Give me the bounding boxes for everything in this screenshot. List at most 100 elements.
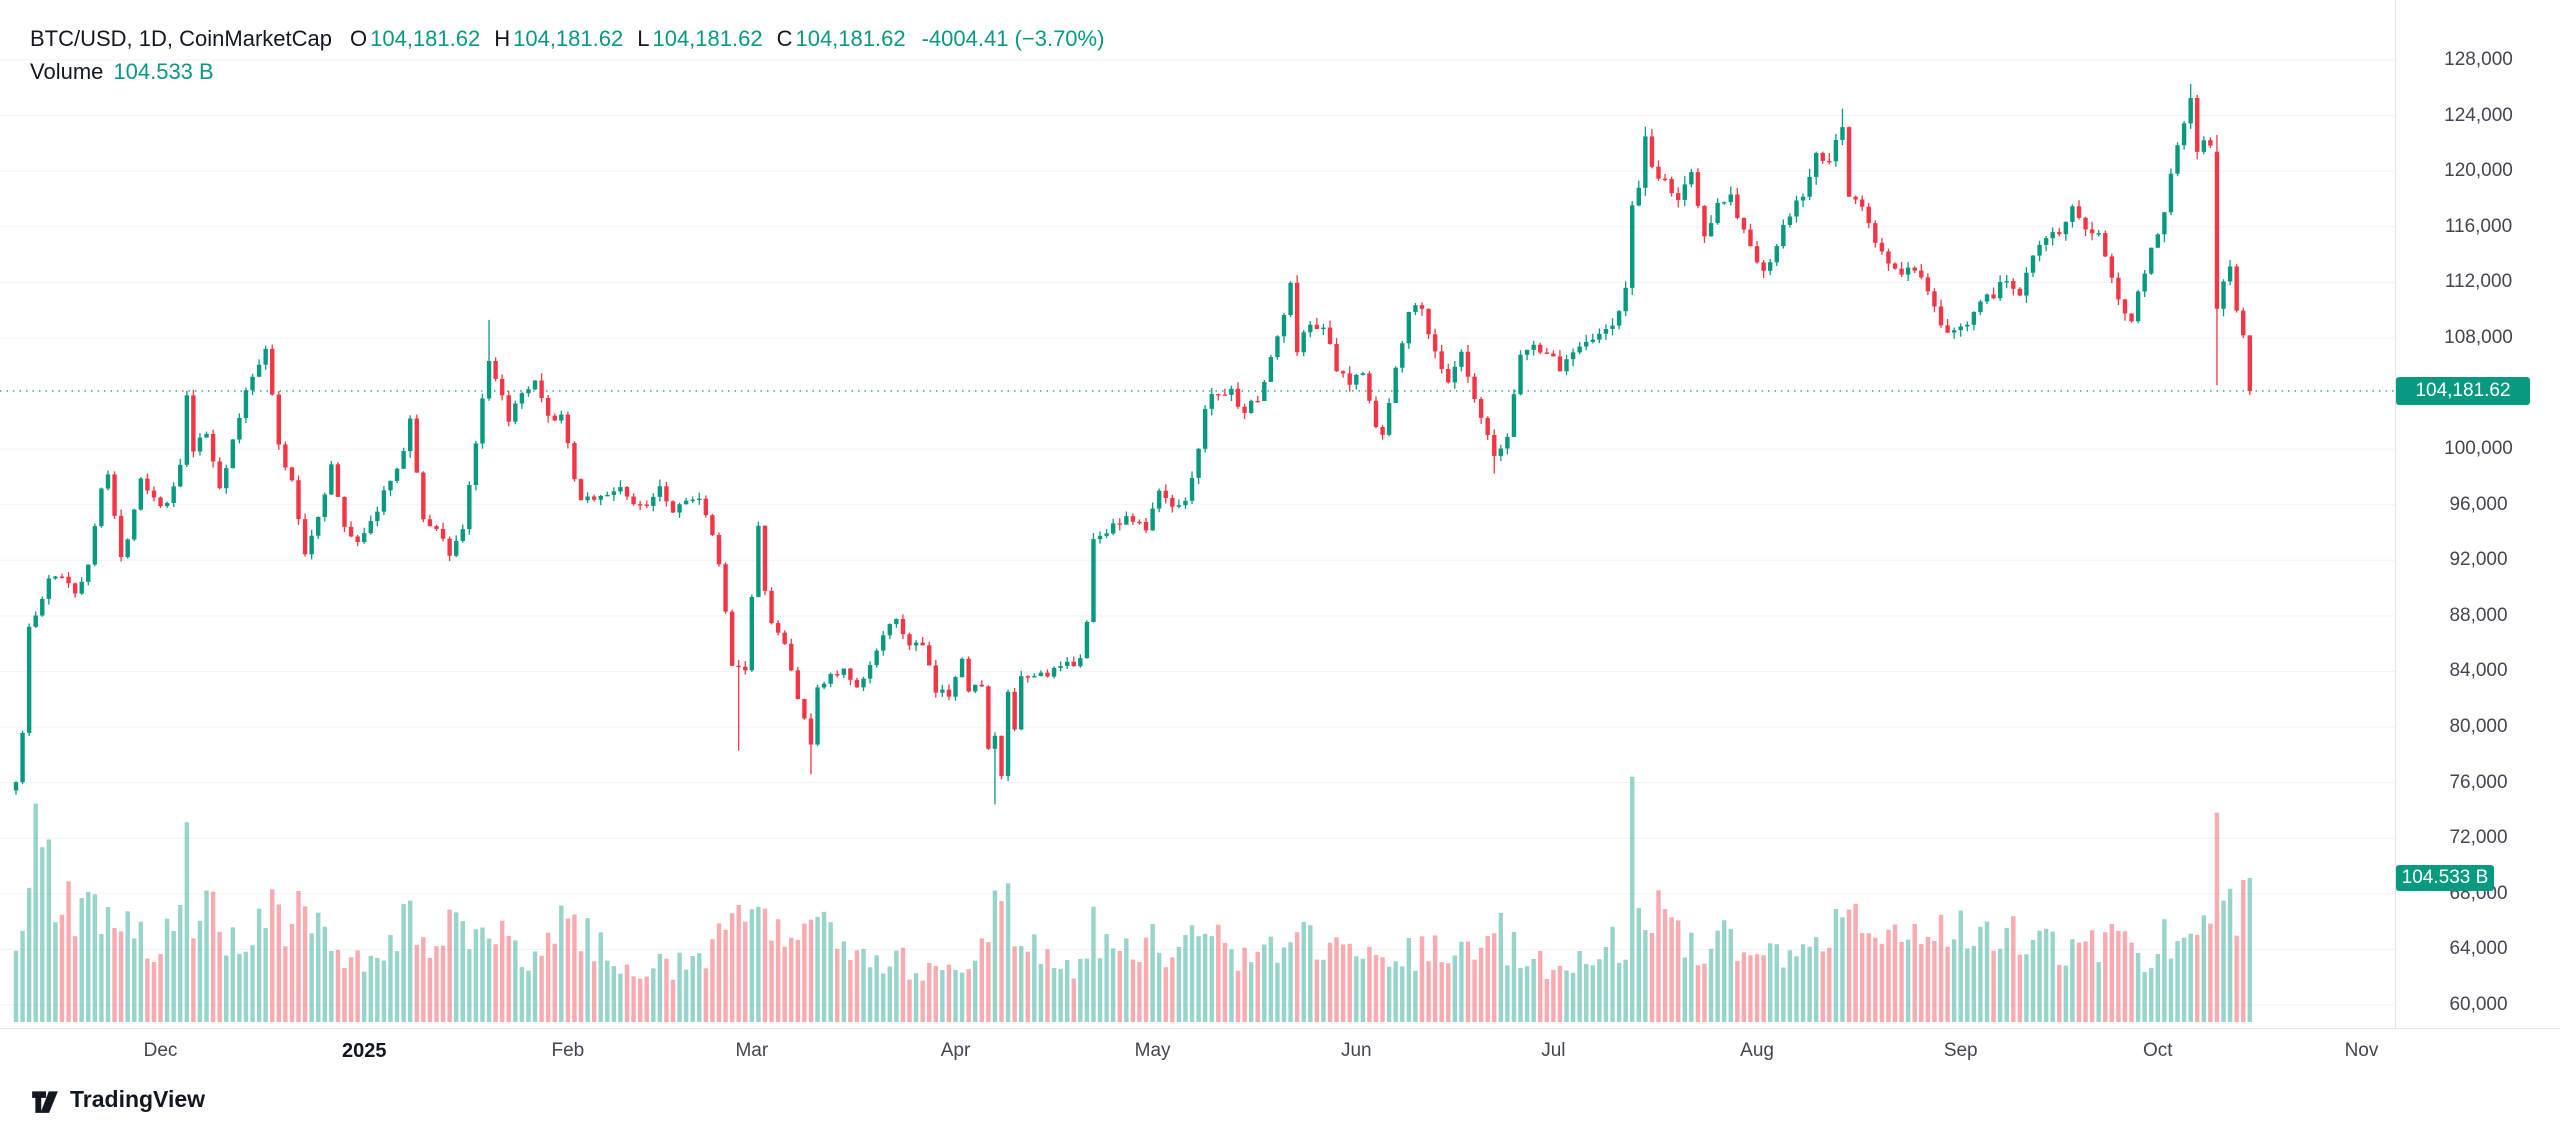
candle-body <box>164 502 170 507</box>
price-tick-label: 128,000 <box>2444 49 2513 70</box>
volume-bar <box>1485 935 1490 1022</box>
candle-body <box>2168 173 2174 213</box>
volume-bar <box>979 938 984 1022</box>
tradingview-logo[interactable]: TradingView <box>30 1086 205 1113</box>
candle-body <box>1866 206 1871 224</box>
candle-body <box>1242 406 1247 413</box>
candle-body <box>2037 244 2042 256</box>
volume-bar <box>513 940 518 1022</box>
candle-body <box>1117 523 1122 525</box>
candle-body <box>92 526 98 565</box>
ohlc-low: L 104,181.62 <box>637 26 763 51</box>
volume-bar <box>854 950 860 1022</box>
candle-body <box>953 677 958 697</box>
candle-body <box>802 699 807 719</box>
volume-bar <box>2070 939 2075 1022</box>
candle-body <box>368 521 373 534</box>
candle-body <box>302 519 308 555</box>
candle-body <box>1288 282 1293 316</box>
candle-body <box>2129 313 2134 322</box>
candle-body <box>151 490 157 498</box>
candle-body <box>493 361 498 379</box>
volume-bar <box>1531 959 1536 1022</box>
candle-body <box>1728 194 1733 203</box>
volume-bar <box>545 932 551 1022</box>
volume-bar <box>105 906 111 1022</box>
candle-body <box>250 376 255 391</box>
candle-body <box>72 583 78 594</box>
candle-body <box>973 684 978 692</box>
candle-body <box>1222 394 1228 396</box>
volume-bar <box>2168 958 2174 1022</box>
volume-bar <box>1912 924 1917 1022</box>
candle-body <box>986 686 991 749</box>
tradingview-wordmark: TradingView <box>70 1086 206 1112</box>
candle-body <box>1623 287 1628 312</box>
candle-body <box>1557 356 1563 372</box>
candle-body <box>1248 400 1254 413</box>
volume-bar <box>289 923 295 1022</box>
candle-body <box>775 623 781 633</box>
candle-body <box>539 380 544 398</box>
volume-bar <box>1380 957 1385 1022</box>
symbol-title[interactable]: BTC/USD, 1D, CoinMarketCap <box>30 26 332 51</box>
candle-body <box>2116 277 2121 300</box>
volume-bar <box>53 922 58 1022</box>
candle-body <box>519 393 525 404</box>
volume-bar <box>46 839 52 1022</box>
candle-body <box>913 642 919 646</box>
candle-body <box>1183 500 1188 506</box>
volume-bar <box>1991 950 1996 1022</box>
volume-bar <box>1189 925 1195 1022</box>
volume-bar <box>1373 954 1379 1022</box>
candle-body <box>401 451 406 469</box>
volume-bar <box>1748 955 1753 1022</box>
volume-bar <box>1564 970 1569 1022</box>
volume-bar <box>605 960 610 1022</box>
candle-body <box>191 395 196 452</box>
volume-bar <box>309 933 314 1022</box>
candle-body <box>2004 281 2009 283</box>
volume-bar <box>1505 965 1510 1022</box>
time-tick-label-aug: Aug <box>1740 1040 1774 1061</box>
volume-bar <box>1130 959 1136 1022</box>
price-axis[interactable]: 104,181.62 104.533 B 128,000 124,000 120,0… <box>2395 0 2560 1028</box>
time-tick-label-apr: Apr <box>940 1040 971 1061</box>
candle-body <box>1912 267 1917 271</box>
price-tick-label: 96,000 <box>2449 493 2508 515</box>
volume-bar <box>2221 900 2226 1022</box>
price-tick-label: 60,000 <box>2449 994 2508 1015</box>
candle-body <box>513 403 518 422</box>
volume-bar <box>467 949 472 1022</box>
candle-body <box>1045 672 1050 677</box>
volume-bar <box>1905 939 1911 1022</box>
candle-body <box>828 674 833 684</box>
candle-body <box>79 581 84 594</box>
price-tick-label: 116,000 <box>2444 215 2513 237</box>
candle-body <box>2043 238 2049 245</box>
volume-bar <box>1873 937 1878 1022</box>
candle-body <box>940 689 945 693</box>
volume-bar <box>210 891 216 1022</box>
candle-body <box>1590 339 1595 342</box>
candle-body <box>1794 200 1799 217</box>
volume-bar <box>434 946 439 1022</box>
candle-body <box>1577 346 1582 353</box>
volume-bar <box>217 931 222 1022</box>
candle-body <box>815 687 820 745</box>
candle-body <box>657 486 663 497</box>
volume-bar <box>1557 965 1563 1022</box>
volume-bar <box>894 950 899 1022</box>
volume-bar <box>1170 957 1175 1022</box>
candle-body <box>907 634 912 646</box>
candle-body <box>204 433 209 438</box>
volume-label[interactable]: Volume <box>30 59 104 84</box>
candle-body <box>545 397 551 416</box>
candle-body <box>677 504 682 513</box>
volume-bar <box>552 943 557 1022</box>
volume-bar <box>1301 921 1306 1022</box>
volume-bar <box>197 920 203 1022</box>
time-axis[interactable]: Dec 2025 Feb Mar Apr May Jun Jul Aug Sep Oct Nov <box>0 1028 2560 1075</box>
candle-body <box>1892 263 1898 269</box>
